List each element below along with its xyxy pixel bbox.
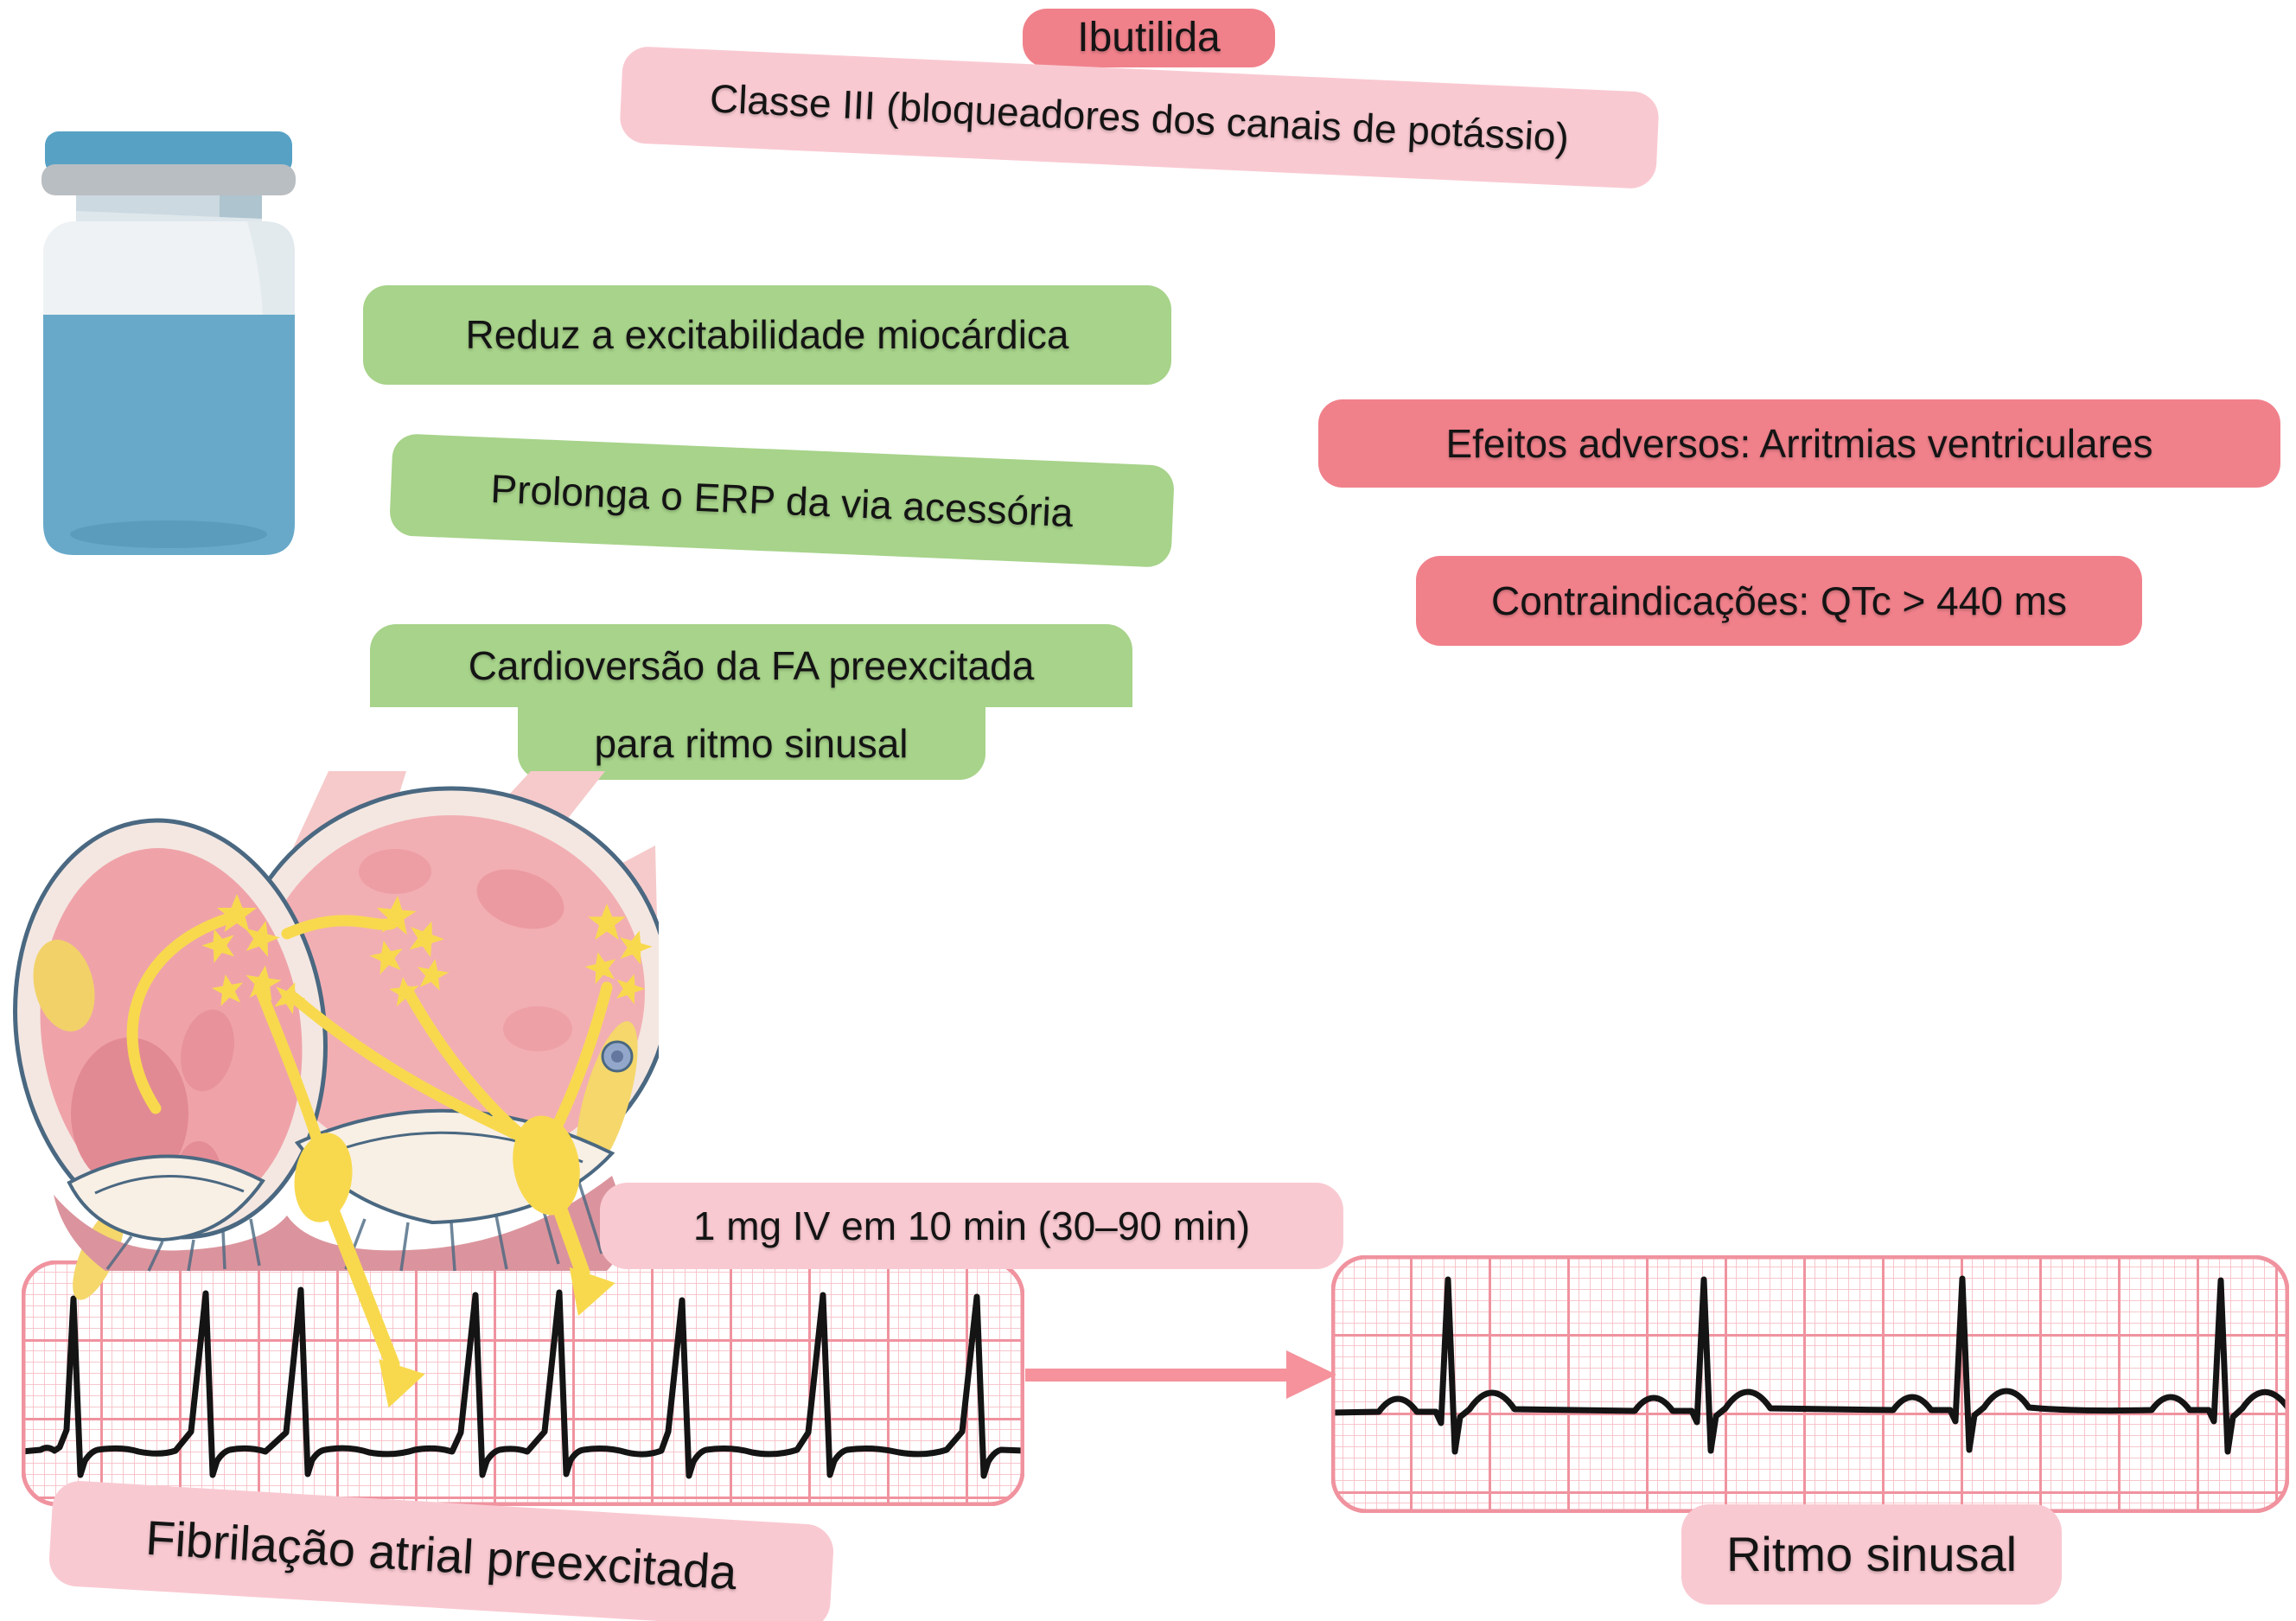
contraindications-text: Contraindicações: QTc > 440 ms (1490, 578, 2068, 623)
effect-note-cardioversion: Cardioversão da FA preexcitada para ritm… (370, 624, 1132, 780)
effect-cardioversion-line2-text: para ritmo sinusal (594, 721, 909, 766)
effect-erp-text: Prolonga o ERP da via acessória (489, 465, 1075, 535)
page-title: Ibutilida (1023, 9, 1275, 67)
effect-excitability-text: Reduz a excitabilidade miocárdica (465, 312, 1069, 358)
ecg-after-label: Ritmo sinusal (1681, 1504, 2062, 1605)
page-title-text: Ibutilida (1077, 15, 1221, 61)
ecg-after-label-text: Ritmo sinusal (1725, 1526, 2018, 1581)
contraindications-note: Contraindicações: QTc > 440 ms (1416, 556, 2142, 646)
ecg-sinus-rhythm-strip (1331, 1255, 2289, 1513)
effect-cardioversion-line2: para ritmo sinusal (517, 707, 985, 780)
ecg-preexcited-af-strip (22, 1260, 1024, 1506)
effect-note-erp: Prolonga o ERP da via acessória (388, 433, 1176, 568)
arrow-head (1286, 1350, 1336, 1399)
heart-cross-section-atrial-fibrillation-icon (13, 771, 659, 1408)
dose-note: 1 mg IV em 10 min (30–90 min) (600, 1183, 1343, 1269)
ecg-before-label-text: Fibrilação atrial preexcitada (144, 1509, 739, 1600)
effect-cardioversion-line1-text: Cardioversão da FA preexcitada (468, 643, 1035, 688)
iv-medication-vial-icon (41, 131, 296, 555)
ecg-trace-sinus (1331, 1275, 2289, 1455)
effect-note-excitability: Reduz a excitabilidade miocárdica (363, 285, 1171, 385)
drug-class-text: Classe III (bloqueadores dos canais de p… (709, 75, 1571, 160)
dose-text: 1 mg IV em 10 min (30–90 min) (692, 1203, 1251, 1248)
ecg-trace-af (22, 1286, 1024, 1479)
adverse-effects-text: Efeitos adversos: Arritmias ventriculare… (1445, 420, 2153, 466)
adverse-effects-note: Efeitos adversos: Arritmias ventriculare… (1318, 399, 2280, 488)
cardioversion-transition-arrow-icon (1025, 1350, 1338, 1399)
effect-cardioversion-line1: Cardioversão da FA preexcitada (370, 624, 1132, 707)
arrow-shaft (1025, 1369, 1290, 1382)
